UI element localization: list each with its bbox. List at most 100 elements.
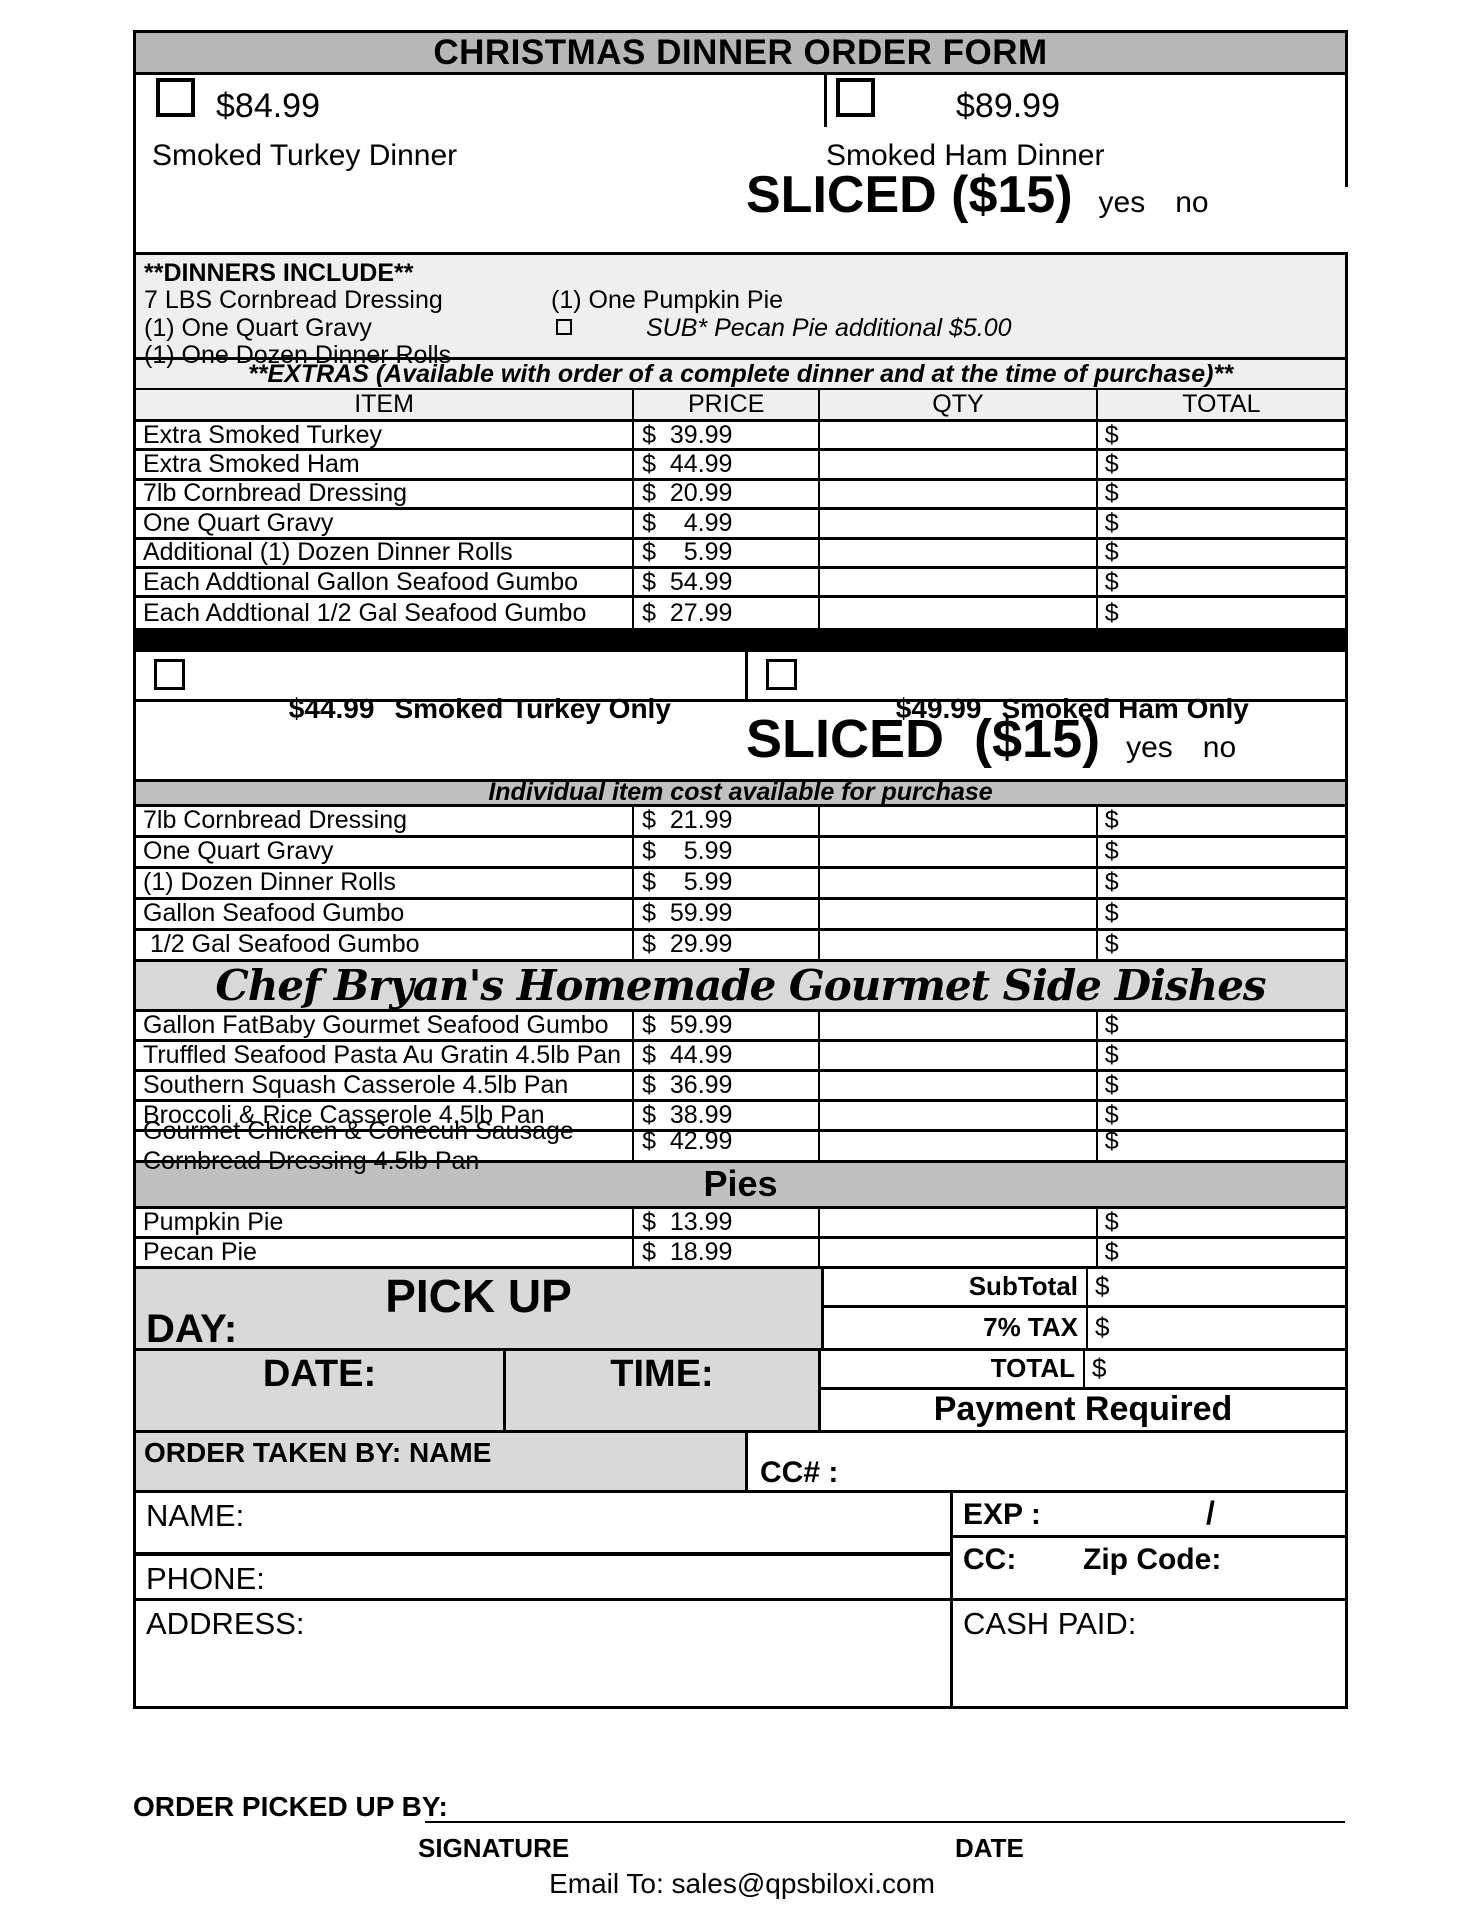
turkey-only-label: Smoked Turkey Only <box>394 692 671 724</box>
table-row: 7lb Cornbread Dressing $ 21.99 $ <box>136 806 1345 838</box>
total-cell[interactable]: $ <box>1104 806 1119 835</box>
dinners-include-heading: **DINNERS INCLUDE** <box>144 259 414 287</box>
item-label: Truffled Seafood Pasta Au Gratin 4.5lb P… <box>136 1041 635 1070</box>
total-cell[interactable]: $ <box>1104 1041 1119 1070</box>
customer-info-section: NAME: PHONE: ADDRESS: EXP : / CC: Zip Co… <box>133 1492 1348 1709</box>
customer-right-column: EXP : / CC: Zip Code: CASH PAID: <box>950 1492 1345 1706</box>
cc-zip-field[interactable]: CC: Zip Code: <box>953 1538 1345 1601</box>
table-row: One Quart Gravy $ 5.99 $ <box>136 837 1345 869</box>
order-taken-by-cell[interactable]: ORDER TAKEN BY: NAME <box>136 1432 748 1490</box>
qty-cell[interactable] <box>820 539 1098 566</box>
qty-cell[interactable] <box>820 510 1098 537</box>
turkey-dinner-checkbox[interactable] <box>156 78 195 117</box>
include-item: (1) One Quart Gravy <box>144 314 372 342</box>
qty-cell[interactable] <box>820 899 1098 928</box>
total-value-cell[interactable]: $ <box>1092 1353 1107 1384</box>
table-row: Gallon FatBaby Gourmet Seafood Gumbo $ 5… <box>136 1010 1345 1042</box>
ham-only-checkbox[interactable] <box>766 658 797 690</box>
sliced-yes-option[interactable]: yes <box>1126 730 1173 764</box>
qty-cell[interactable] <box>820 480 1098 508</box>
qty-cell[interactable] <box>820 422 1098 449</box>
total-cell[interactable]: $ <box>1104 420 1119 449</box>
item-price: $ 5.99 <box>634 837 821 866</box>
name-field[interactable]: NAME: <box>136 1493 950 1556</box>
sliced-option-row: SLICED ($15) yes no <box>746 708 1236 770</box>
qty-cell[interactable] <box>820 1011 1098 1039</box>
qty-cell[interactable] <box>820 1102 1098 1130</box>
phone-field[interactable]: PHONE: <box>136 1556 950 1601</box>
total-cell[interactable]: $ <box>1104 899 1119 928</box>
cc-number-cell[interactable]: CC# : <box>748 1433 1345 1490</box>
total-cell[interactable]: $ <box>1104 567 1119 596</box>
qty-cell[interactable] <box>820 451 1098 478</box>
order-taken-section: ORDER TAKEN BY: NAME CC# : <box>133 1432 1348 1493</box>
qty-cell[interactable] <box>820 1208 1098 1236</box>
item-price: $ 18.99 <box>634 1238 821 1266</box>
qty-cell[interactable] <box>820 568 1098 596</box>
total-cell[interactable]: $ <box>1104 1237 1119 1266</box>
qty-cell[interactable] <box>820 868 1098 897</box>
sliced-option-section: SLICED ($15) yes no <box>133 701 1348 782</box>
item-price: $ 4.99 <box>634 509 821 537</box>
sliced-yes-option[interactable]: yes <box>1098 186 1146 219</box>
total-cell[interactable]: $ <box>1104 868 1119 897</box>
signature-line[interactable] <box>425 1821 1345 1823</box>
total-cell[interactable]: $ <box>1104 538 1119 567</box>
subtotal-label: SubTotal <box>824 1268 1088 1306</box>
border-segment <box>1345 75 1348 187</box>
total-cell[interactable]: $ <box>1104 1071 1119 1100</box>
turkey-dinner-price: $84.99 <box>216 87 320 125</box>
include-item: 7 LBS Cornbread Dressing <box>144 286 443 314</box>
table-row: Each Addtional Gallon Seafood Gumbo $ 54… <box>136 567 1345 599</box>
pickup-date-cell[interactable]: DATE: <box>136 1350 506 1430</box>
item-label: Each Addtional 1/2 Gal Seafood Gumbo <box>136 598 635 628</box>
pickup-day-cell[interactable]: PICK UP DAY: <box>136 1268 824 1351</box>
item-label: Extra Smoked Turkey <box>136 421 635 449</box>
col-header-item: ITEM <box>136 390 635 419</box>
item-label: Gallon Seafood Gumbo <box>136 899 635 928</box>
item-price: $ 36.99 <box>634 1071 821 1100</box>
qty-cell[interactable] <box>820 1072 1098 1100</box>
pickup-time-cell[interactable]: TIME: <box>506 1350 821 1430</box>
sliced-no-option[interactable]: no <box>1175 186 1209 219</box>
total-cell[interactable]: $ <box>1104 1207 1119 1236</box>
sliced-no-option[interactable]: no <box>1202 730 1237 764</box>
total-cell[interactable]: $ <box>1104 1010 1119 1039</box>
total-cell[interactable]: $ <box>1104 1101 1119 1130</box>
subtotal-value-cell[interactable]: $ <box>1095 1271 1110 1302</box>
ham-only-option: $49.99 Smoked Ham Only <box>748 652 1345 724</box>
item-price: $ 29.99 <box>634 930 821 959</box>
qty-cell[interactable] <box>820 1238 1098 1266</box>
qty-cell[interactable] <box>820 598 1098 628</box>
total-cell[interactable]: $ <box>1104 930 1119 959</box>
item-label: 7lb Cornbread Dressing <box>136 806 635 835</box>
qty-cell[interactable] <box>820 1041 1098 1070</box>
pies-table: Pumpkin Pie $ 13.99 $ Pecan Pie $ 18.99 … <box>133 1207 1348 1269</box>
qty-cell[interactable] <box>820 1132 1098 1160</box>
total-cell[interactable]: $ <box>1104 837 1119 866</box>
qty-cell[interactable] <box>820 837 1098 866</box>
qty-cell[interactable] <box>820 806 1098 835</box>
total-cell[interactable]: $ <box>1104 1126 1119 1155</box>
item-price: $ 20.99 <box>634 479 821 507</box>
qty-cell[interactable] <box>820 930 1098 959</box>
ham-dinner-checkbox[interactable] <box>836 78 875 117</box>
tax-value-cell[interactable]: $ <box>1095 1312 1110 1343</box>
table-row: Pecan Pie $ 18.99 $ <box>136 1237 1345 1269</box>
total-cell[interactable]: $ <box>1104 508 1119 537</box>
pecan-sub-checkbox[interactable] <box>556 319 572 335</box>
turkey-only-checkbox[interactable] <box>154 658 185 690</box>
cash-paid-field[interactable]: CASH PAID: <box>953 1601 1345 1705</box>
sliced-option-row: SLICED ($15) yes no <box>746 165 1209 225</box>
ham-dinner-price: $89.99 <box>956 87 1060 125</box>
zip-label: Zip Code: <box>1083 1542 1222 1576</box>
pecan-sub-note: SUB* Pecan Pie additional $5.00 <box>646 314 1012 342</box>
total-cell[interactable]: $ <box>1104 479 1119 508</box>
exp-field[interactable]: EXP : / <box>953 1493 1345 1538</box>
total-cell[interactable]: $ <box>1104 450 1119 479</box>
item-price: $ 59.99 <box>634 899 821 928</box>
total-cell[interactable]: $ <box>1104 598 1119 627</box>
address-field[interactable]: ADDRESS: <box>136 1601 950 1705</box>
table-row: Pumpkin Pie $ 13.99 $ <box>136 1207 1345 1239</box>
